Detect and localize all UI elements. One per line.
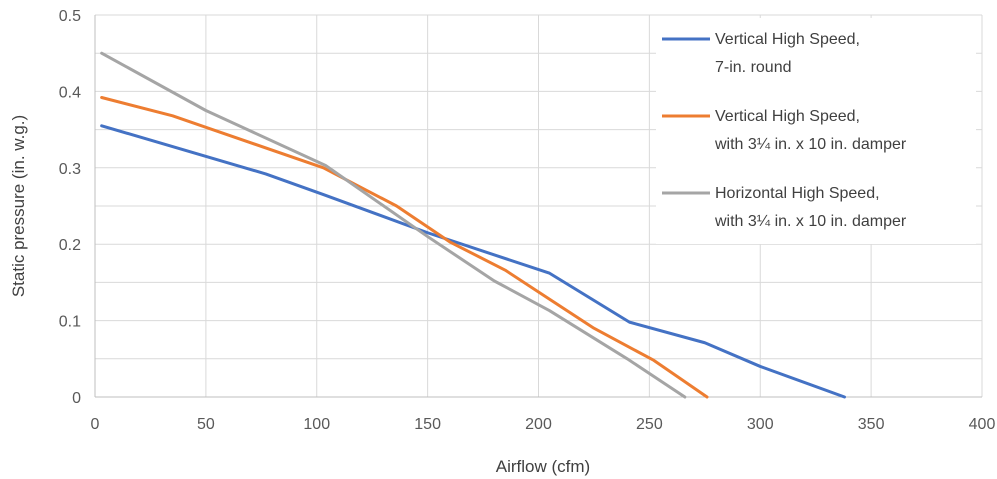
y-tick-label: 0.3 xyxy=(59,161,81,178)
x-tick-label: 400 xyxy=(969,416,996,433)
x-tick-label: 350 xyxy=(858,416,885,433)
series-line-1 xyxy=(100,124,847,399)
series-line-2 xyxy=(100,96,709,399)
y-tick-label: 0.1 xyxy=(59,314,81,331)
legend-label-2: with 3¼ in. x 10 in. damper xyxy=(714,136,907,153)
legend-label-2: Vertical High Speed, xyxy=(715,108,860,125)
x-tick-label: 300 xyxy=(747,416,774,433)
legend: Vertical High Speed, 7-in. round Vertical … xyxy=(656,18,976,244)
x-tick-label: 150 xyxy=(414,416,441,433)
x-tick-label: 100 xyxy=(303,416,330,433)
legend-label-1: 7-in. round xyxy=(715,59,792,76)
y-tick-label: 0.2 xyxy=(59,237,81,254)
series-lines xyxy=(100,51,847,399)
axes xyxy=(94,15,982,398)
legend-label-3: with 3¼ in. x 10 in. damper xyxy=(714,213,907,230)
x-tick-label: 250 xyxy=(636,416,663,433)
x-axis-title: Airflow (cfm) xyxy=(496,457,590,476)
legend-label-1: Vertical High Speed, xyxy=(715,31,860,48)
y-tick-label: 0 xyxy=(72,390,81,407)
series-line-3 xyxy=(100,51,687,399)
x-tick-label: 50 xyxy=(197,416,215,433)
tick-labels: 0 50 100 150 200 250 300 350 400 0 0.1 0.2 0.3 0.4 0.5 xyxy=(59,8,996,433)
y-tick-label: 0.5 xyxy=(59,8,81,25)
x-tick-label: 0 xyxy=(91,416,100,433)
legend-background xyxy=(656,18,976,244)
x-tick-label: 200 xyxy=(525,416,552,433)
y-tick-label: 0.4 xyxy=(59,84,81,101)
y-axis-title: Static pressure (in. w.g.) xyxy=(9,115,28,297)
legend-label-3: Horizontal High Speed, xyxy=(715,185,880,202)
